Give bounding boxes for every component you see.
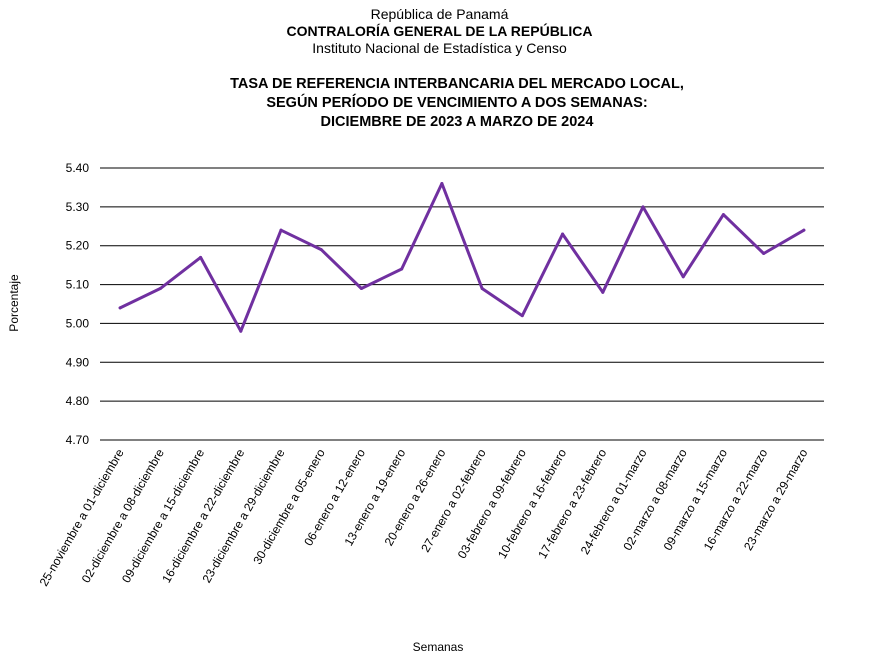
data-point — [359, 286, 363, 290]
data-point — [520, 314, 524, 318]
data-point — [721, 213, 725, 217]
x-tick-label: 23-diciembre a 29-diciembre — [199, 446, 287, 585]
x-tick-label: 02-diciembre a 08-diciembre — [79, 446, 167, 585]
x-tick-label: 16-diciembre a 22-diciembre — [159, 446, 247, 585]
series-group — [118, 182, 806, 333]
series-line — [118, 182, 806, 333]
chart-title-line-1: TASA DE REFERENCIA INTERBANCARIA DEL MER… — [230, 76, 684, 92]
y-axis-title: Porcentaje — [7, 274, 21, 332]
data-point — [561, 232, 565, 236]
header-institute: Instituto Nacional de Estadística y Cens… — [312, 40, 567, 56]
y-tick-label: 4.90 — [66, 355, 90, 369]
data-point — [199, 255, 203, 259]
y-tick-label: 5.30 — [66, 200, 90, 214]
y-tick-label: 4.70 — [66, 433, 90, 447]
data-point — [319, 248, 323, 252]
header-country: República de Panamá — [370, 6, 509, 22]
chart-title-line-2: SEGÚN PERÍODO DE VENCIMIENTO A DOS SEMAN… — [266, 95, 648, 111]
data-point — [239, 329, 243, 333]
data-point — [480, 286, 484, 290]
y-tick-label: 4.80 — [66, 394, 90, 408]
data-point — [158, 286, 162, 290]
data-point — [681, 275, 685, 279]
chart-title-line-3: DICIEMBRE DE 2023 A MARZO DE 2024 — [320, 114, 594, 130]
data-point — [802, 228, 806, 232]
data-point — [641, 205, 645, 209]
data-point — [440, 182, 444, 186]
data-point — [601, 290, 605, 294]
gridlines — [100, 167, 824, 441]
data-point — [118, 306, 122, 310]
data-point — [400, 267, 404, 271]
data-point — [762, 251, 766, 255]
header-institution: CONTRALORÍA GENERAL DE LA REPÚBLICA — [286, 23, 593, 39]
x-tick-labels: 25-noviembre a 01-diciembre02-diciembre … — [37, 446, 811, 588]
data-point — [279, 228, 283, 232]
x-axis-title: Semanas — [413, 640, 464, 654]
x-tick-label: 30-diciembre a 05-enero — [250, 446, 328, 567]
x-tick-label: 09-diciembre a 15-diciembre — [119, 446, 207, 585]
y-tick-label: 5.00 — [66, 316, 90, 330]
y-tick-label: 5.20 — [66, 239, 90, 253]
y-tick-label: 5.10 — [66, 278, 90, 292]
y-tick-labels: 4.70 4.80 4.90 5.00 5.10 5.20 5.30 5.40 — [66, 161, 90, 447]
y-tick-label: 5.40 — [66, 161, 90, 175]
